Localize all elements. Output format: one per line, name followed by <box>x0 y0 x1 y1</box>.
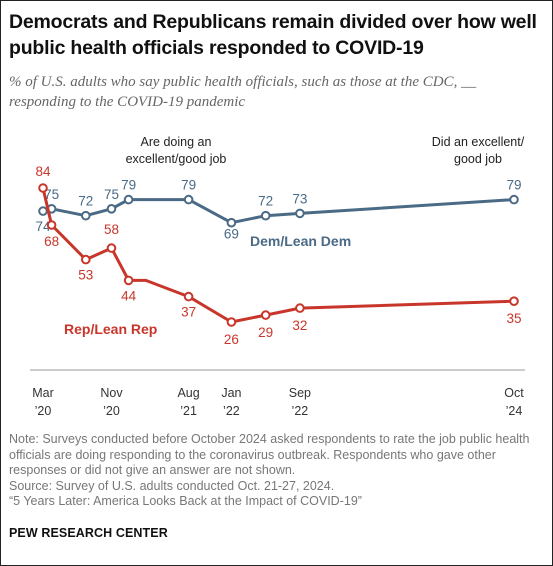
data-label: 29 <box>258 325 273 340</box>
data-point <box>295 208 305 219</box>
data-point <box>81 254 91 265</box>
data-label: 58 <box>104 222 119 237</box>
data-point <box>183 291 194 302</box>
data-point <box>260 210 271 221</box>
notes: Note: Surveys conducted before October 2… <box>9 432 544 510</box>
data-point <box>38 183 48 193</box>
data-point <box>226 317 237 327</box>
data-label: 32 <box>292 318 307 333</box>
data-point <box>509 194 519 205</box>
data-label: 37 <box>181 305 196 320</box>
data-point <box>106 204 117 214</box>
x-tick-label: Mar <box>32 386 54 400</box>
annotation-excellent-good: Are doing an excellent/good job <box>126 135 227 166</box>
series-line-dem <box>41 198 516 225</box>
data-point <box>46 220 57 230</box>
data-label: 73 <box>292 191 307 206</box>
data-label: 26 <box>224 332 239 347</box>
x-tick-label: ’20 <box>103 404 120 418</box>
series-name-rep: Rep/Lean Rep <box>64 321 157 337</box>
x-tick-label: ’24 <box>506 404 523 418</box>
series-line-rep <box>41 186 516 324</box>
data-point <box>260 310 271 320</box>
x-tick-label: ’22 <box>223 404 240 418</box>
data-point <box>509 296 519 307</box>
data-point <box>295 303 305 313</box>
report-title: “5 Years Later: America Looks Back at th… <box>9 494 362 508</box>
data-label: 72 <box>78 194 93 209</box>
data-point <box>226 217 237 228</box>
chart-subtitle: % of U.S. adults who say public health o… <box>9 74 477 110</box>
x-tick-label: Sep <box>289 386 311 400</box>
series-name-dem: Dem/Lean Dem <box>250 233 351 249</box>
data-label: 72 <box>258 194 273 209</box>
data-point <box>183 194 194 205</box>
data-point <box>123 194 134 205</box>
data-label: 79 <box>181 178 196 193</box>
data-label: 69 <box>224 227 239 242</box>
data-label: 53 <box>78 268 93 283</box>
note-text: Note: Surveys conducted before October 2… <box>9 432 530 477</box>
x-tick-label: Nov <box>100 386 123 400</box>
brand-label: PEW RESEARCH CENTER <box>9 526 168 540</box>
data-point <box>81 210 91 221</box>
data-label: 79 <box>506 178 521 193</box>
data-label: 75 <box>44 187 59 202</box>
data-point <box>106 243 117 253</box>
data-label: 68 <box>44 234 59 249</box>
data-label: 74 <box>35 219 51 234</box>
data-label: 84 <box>35 164 51 179</box>
x-tick-label: ’20 <box>35 404 52 418</box>
data-label: 35 <box>506 311 521 326</box>
x-tick-label: Aug <box>177 386 199 400</box>
data-label: 79 <box>121 178 136 193</box>
annotation-did-excellent: Did an excellent/good job <box>432 135 525 166</box>
x-tick-label: ’22 <box>292 404 309 418</box>
chart-title: Democrats and Republicans remain divided… <box>9 11 537 59</box>
data-label: 44 <box>121 288 137 303</box>
data-point <box>123 275 134 286</box>
data-point <box>38 206 48 216</box>
data-label: 75 <box>104 187 119 202</box>
x-tick-label: Jan <box>221 386 241 400</box>
x-tick-label: Oct <box>504 386 524 400</box>
source-text: Source: Survey of U.S. adults conducted … <box>9 478 335 493</box>
x-tick-label: ’21 <box>180 404 197 418</box>
